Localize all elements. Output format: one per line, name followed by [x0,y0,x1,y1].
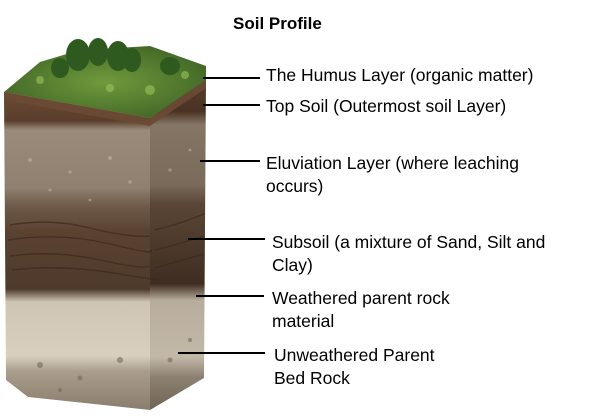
diagram-title: Soil Profile [233,14,322,33]
leader-lines [178,77,265,354]
grass-edge [4,80,206,126]
eluviation-texture [28,148,192,202]
label-bedrock: Unweathered Parent Bed Rock [274,345,435,388]
label-topsoil: Top Soil (Outermost soil Layer) [266,96,507,116]
label-subsoil: Subsoil (a mixture of Sand, Silt and Cla… [272,232,546,275]
soil-front-face [4,92,150,410]
label-eluviation: Eluviation Layer (where leaching occurs) [266,153,519,196]
subsoil-texture [7,213,205,281]
label-weathered: Weathered parent rock material [272,288,450,331]
trees [51,38,180,78]
bedrock-texture [37,338,192,392]
label-humus: The Humus Layer (organic matter) [266,65,534,85]
grass-highlights [36,71,189,95]
